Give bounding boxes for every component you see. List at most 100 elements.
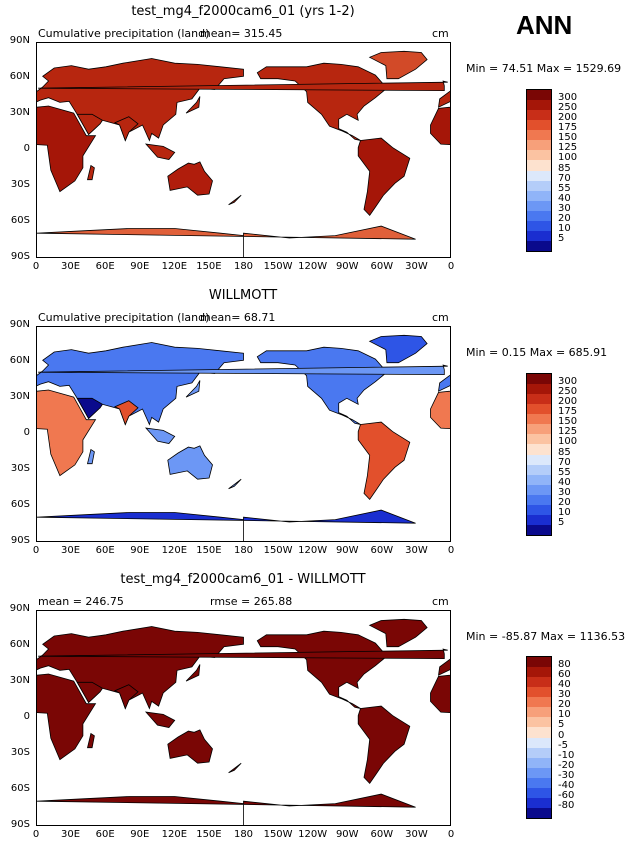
colorbar-swatch (527, 454, 551, 465)
colorbar-level-label: 5 (558, 516, 565, 528)
land-madagascar (86, 164, 95, 181)
land-australia (167, 161, 213, 196)
lat-tick-label: 30S (10, 179, 30, 190)
land-madagascar (86, 732, 95, 749)
colorbar-swatch (527, 210, 551, 221)
colorbar-swatch (527, 180, 551, 191)
colorbar-swatch (527, 474, 551, 485)
lon-tick-label: 0 (32, 545, 40, 556)
colorbar-swatch (527, 424, 551, 435)
lat-tick-label: 30N (9, 107, 30, 118)
land-antarctica (37, 509, 416, 541)
colorbar-swatch (527, 717, 551, 728)
colorbar-swatch (527, 220, 551, 231)
colorbar-swatch (527, 434, 551, 445)
colorbar-swatch (527, 524, 551, 535)
colorbar-level-label: 125 (558, 426, 578, 438)
panel-3-minmax: Min = -85.87 Max = 1136.53 (466, 630, 626, 643)
colorbar-level-label: 40 (558, 679, 571, 691)
land-africa (37, 673, 97, 761)
colorbar-level-label: -60 (558, 789, 575, 801)
colorbar-level-label: 5 (558, 719, 565, 731)
panel-2-map (36, 326, 451, 542)
land-arabia (76, 397, 103, 420)
colorbar-swatch (527, 130, 551, 141)
colorbar-level-label: -10 (558, 749, 575, 761)
colorbar-swatch (527, 90, 551, 101)
panel-3-rmse: rmse = 265.88 (210, 595, 293, 608)
land-africa (430, 106, 450, 146)
lat-tick-label: 0 (23, 711, 30, 722)
land-sam (357, 137, 411, 217)
colorbar-swatch (527, 727, 551, 738)
colorbar-swatch (527, 150, 551, 161)
colorbar-level-label: 250 (558, 386, 578, 398)
colorbar-swatch (527, 404, 551, 415)
lon-tick-label: 30W (405, 545, 428, 556)
lon-tick-label: 90E (130, 545, 150, 556)
lat-tick-label: 90N (9, 319, 30, 330)
land-japan (185, 664, 201, 682)
colorbar-level-label: 200 (558, 112, 578, 124)
colorbar-swatch (527, 767, 551, 778)
land-antarctica (37, 793, 416, 825)
land-uk (38, 648, 448, 660)
colorbar-level-label: 200 (558, 396, 578, 408)
lat-tick-label: 90S (10, 535, 30, 546)
land-africa (430, 674, 450, 714)
lon-tick-label: 180 (233, 261, 254, 272)
land-eurasia (437, 90, 450, 108)
colorbar-level-label: 30 (558, 689, 571, 701)
land-indonesia (144, 143, 176, 160)
lon-tick-label: 30E (61, 261, 81, 272)
colorbar-swatch (527, 707, 551, 718)
colorbar-level-label: 5 (558, 232, 565, 244)
lon-tick-label: 120E (161, 545, 188, 556)
lon-tick-label: 0 (32, 829, 40, 840)
land-eurasia (437, 658, 450, 676)
colorbar-level-label: 55 (558, 466, 571, 478)
lon-tick-label: 0 (32, 261, 40, 272)
lon-tick-label: 90W (335, 261, 359, 272)
lon-tick-label: 120W (298, 261, 328, 272)
colorbar-swatch (527, 514, 551, 525)
lon-tick-label: 60W (370, 545, 394, 556)
colorbar-swatch (527, 677, 551, 688)
colorbar-level-label: 175 (558, 122, 578, 134)
panel-1-units: cm (432, 27, 449, 40)
land-india (114, 400, 139, 426)
land-greenland (368, 334, 428, 364)
land-africa (37, 389, 97, 477)
panel-1-variable: Cumulative precipitation (land) (38, 27, 210, 40)
land-sam (357, 421, 411, 501)
land-nam (256, 62, 388, 141)
colorbar-level-label: 85 (558, 162, 571, 174)
colorbar-level-label: -40 (558, 779, 575, 791)
colorbar-level-label: 150 (558, 132, 578, 144)
lon-tick-label: 90E (130, 829, 150, 840)
lon-tick-label: 90E (130, 261, 150, 272)
panel-3-title: test_mg4_f2000cam6_01 - WILLMOTT (120, 572, 366, 587)
colorbar-swatch (527, 100, 551, 111)
colorbar-level-label: 10 (558, 506, 571, 518)
colorbar-swatch (527, 494, 551, 505)
land-sam (357, 705, 411, 785)
lat-tick-label: 60N (9, 639, 30, 650)
colorbar-swatch (527, 140, 551, 151)
land-indonesia (144, 427, 176, 444)
land-japan (185, 380, 201, 398)
colorbar-swatch (527, 464, 551, 475)
colorbar-level-label: 20 (558, 699, 571, 711)
colorbar-swatch (527, 120, 551, 131)
panel-1-map (36, 42, 451, 258)
lon-tick-label: 30E (61, 545, 81, 556)
colorbar-level-label: 10 (558, 222, 571, 234)
panel-3-mean: mean = 246.75 (38, 595, 124, 608)
colorbar-swatch (527, 444, 551, 455)
lat-tick-label: 90S (10, 819, 30, 830)
land-uk (38, 80, 448, 92)
lat-tick-label: 30N (9, 675, 30, 686)
panel-2-minmax: Min = 0.15 Max = 685.91 (466, 346, 608, 359)
land-nam (256, 346, 388, 425)
land-nz (228, 194, 242, 206)
